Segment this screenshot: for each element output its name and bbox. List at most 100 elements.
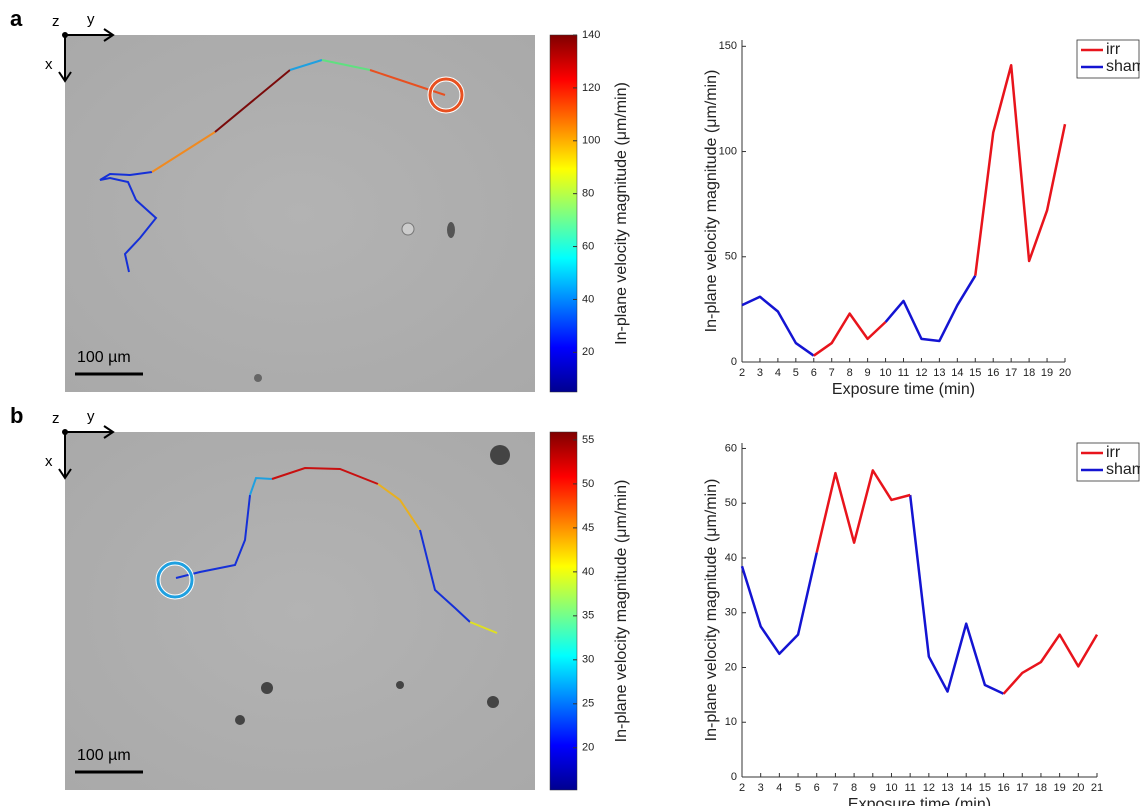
orientation-label: z: [52, 13, 60, 30]
x-tick-label: 21: [1091, 782, 1103, 794]
trajectory-segment: [99, 171, 158, 273]
cell: [254, 374, 262, 382]
y-tick-label: 10: [725, 716, 737, 728]
x-tick-label: 12: [923, 782, 935, 794]
x-tick-label: 18: [1035, 782, 1047, 794]
colorbar-tick-label: 30: [582, 654, 594, 666]
legend-label: sham: [1106, 461, 1140, 478]
orientation-arrow: [65, 425, 115, 439]
colorbar-tick-label: 55: [582, 434, 594, 446]
legend-label: irr: [1106, 444, 1121, 461]
y-axis-label: In-plane velocity magnitude (μm/min): [703, 70, 720, 333]
colorbar-tick-label: 40: [582, 293, 594, 305]
legend-box: [1076, 442, 1140, 482]
x-tick-label: 14: [960, 782, 972, 794]
colorbar-tick-label: 40: [582, 566, 594, 578]
panel-label: a: [10, 6, 23, 31]
colorbar-tick-label: 60: [582, 240, 594, 252]
cell: [447, 222, 455, 238]
colorbar: [549, 34, 578, 393]
orientation-label: x: [45, 453, 53, 470]
x-tick-label: 17: [1005, 367, 1017, 379]
x-axis-label: Exposure time (min): [848, 796, 991, 806]
x-axis-label: Exposure time (min): [832, 381, 975, 398]
x-tick-label: 13: [933, 367, 945, 379]
x-tick-label: 3: [758, 782, 764, 794]
colorbar-label: In-plane velocity magnitude (μm/min): [613, 480, 630, 743]
marker-ring: [156, 561, 194, 599]
colorbar: [549, 431, 578, 791]
y-tick-label: 150: [719, 40, 737, 52]
x-tick-label: 12: [915, 367, 927, 379]
orientation-label: z: [52, 410, 60, 427]
trajectory-segment: [377, 483, 421, 531]
series-line: [815, 469, 911, 553]
colorbar-tick-label: 80: [582, 188, 594, 200]
x-tick-label: 3: [757, 367, 763, 379]
image-background: [65, 432, 535, 790]
colorbar-tick-label: 100: [582, 135, 600, 147]
x-tick-label: 5: [793, 367, 799, 379]
x-tick-label: 5: [795, 782, 801, 794]
x-tick-label: 13: [941, 782, 953, 794]
series-line: [908, 494, 1005, 695]
series-line: [974, 64, 1067, 276]
cell: [235, 715, 245, 725]
micrograph: [65, 35, 535, 790]
trajectory-segment: [321, 59, 371, 71]
x-tick-label: 6: [811, 367, 817, 379]
x-tick-label: 19: [1054, 782, 1066, 794]
y-tick-label: 60: [725, 442, 737, 454]
x-tick-label: 9: [865, 367, 871, 379]
marker-ring: [428, 77, 464, 113]
colorbar-tick-label: 20: [582, 742, 594, 754]
y-tick-label: 30: [725, 607, 737, 619]
orientation-arrow: [58, 432, 72, 480]
x-tick-label: 8: [851, 782, 857, 794]
scale-bar-label: 100 µm: [77, 349, 131, 366]
legend-label: sham: [1106, 58, 1140, 75]
series-line: [1002, 633, 1099, 695]
y-tick-label: 50: [725, 251, 737, 263]
cell: [487, 696, 499, 708]
x-tick-label: 11: [904, 782, 915, 794]
colorbar-tick-label: 20: [582, 346, 594, 358]
cell: [401, 222, 415, 236]
orientation-label: y: [87, 11, 95, 28]
cell: [490, 445, 510, 465]
trajectory-segment: [469, 621, 498, 634]
x-tick-label: 2: [739, 367, 745, 379]
series-line: [884, 275, 977, 343]
legend-label: irr: [1106, 41, 1121, 58]
x-tick-label: 10: [879, 367, 891, 379]
trajectory-segment: [271, 466, 379, 485]
colorbar-tick-label: 45: [582, 522, 594, 534]
x-tick-label: 20: [1059, 367, 1071, 379]
colorbar-label: In-plane velocity magnitude (μm/min): [613, 82, 630, 345]
y-tick-label: 0: [731, 356, 737, 368]
x-tick-label: 8: [847, 367, 853, 379]
x-tick-label: 7: [832, 782, 838, 794]
x-tick-label: 14: [951, 367, 963, 379]
orientation-arrow: [58, 35, 72, 83]
x-tick-label: 7: [829, 367, 835, 379]
colorbar-tick-label: 140: [582, 29, 600, 41]
x-tick-label: 18: [1023, 367, 1035, 379]
cell: [261, 682, 273, 694]
x-tick-label: 16: [987, 367, 999, 379]
x-tick-label: 4: [775, 367, 781, 379]
y-axis-label: In-plane velocity magnitude (μm/min): [703, 479, 720, 742]
trajectory-segment: [419, 529, 471, 623]
panel-label: b: [10, 403, 23, 428]
y-tick-label: 100: [719, 145, 737, 157]
x-tick-label: 11: [898, 367, 909, 379]
trajectory-segment: [249, 476, 273, 496]
x-tick-label: 4: [776, 782, 782, 794]
x-tick-label: 15: [969, 367, 981, 379]
y-tick-label: 40: [725, 552, 737, 564]
scale-bar-label: 100 µm: [77, 747, 131, 764]
colorbar-tick-label: 35: [582, 610, 594, 622]
cell: [396, 681, 404, 689]
y-tick-label: 20: [725, 661, 737, 673]
